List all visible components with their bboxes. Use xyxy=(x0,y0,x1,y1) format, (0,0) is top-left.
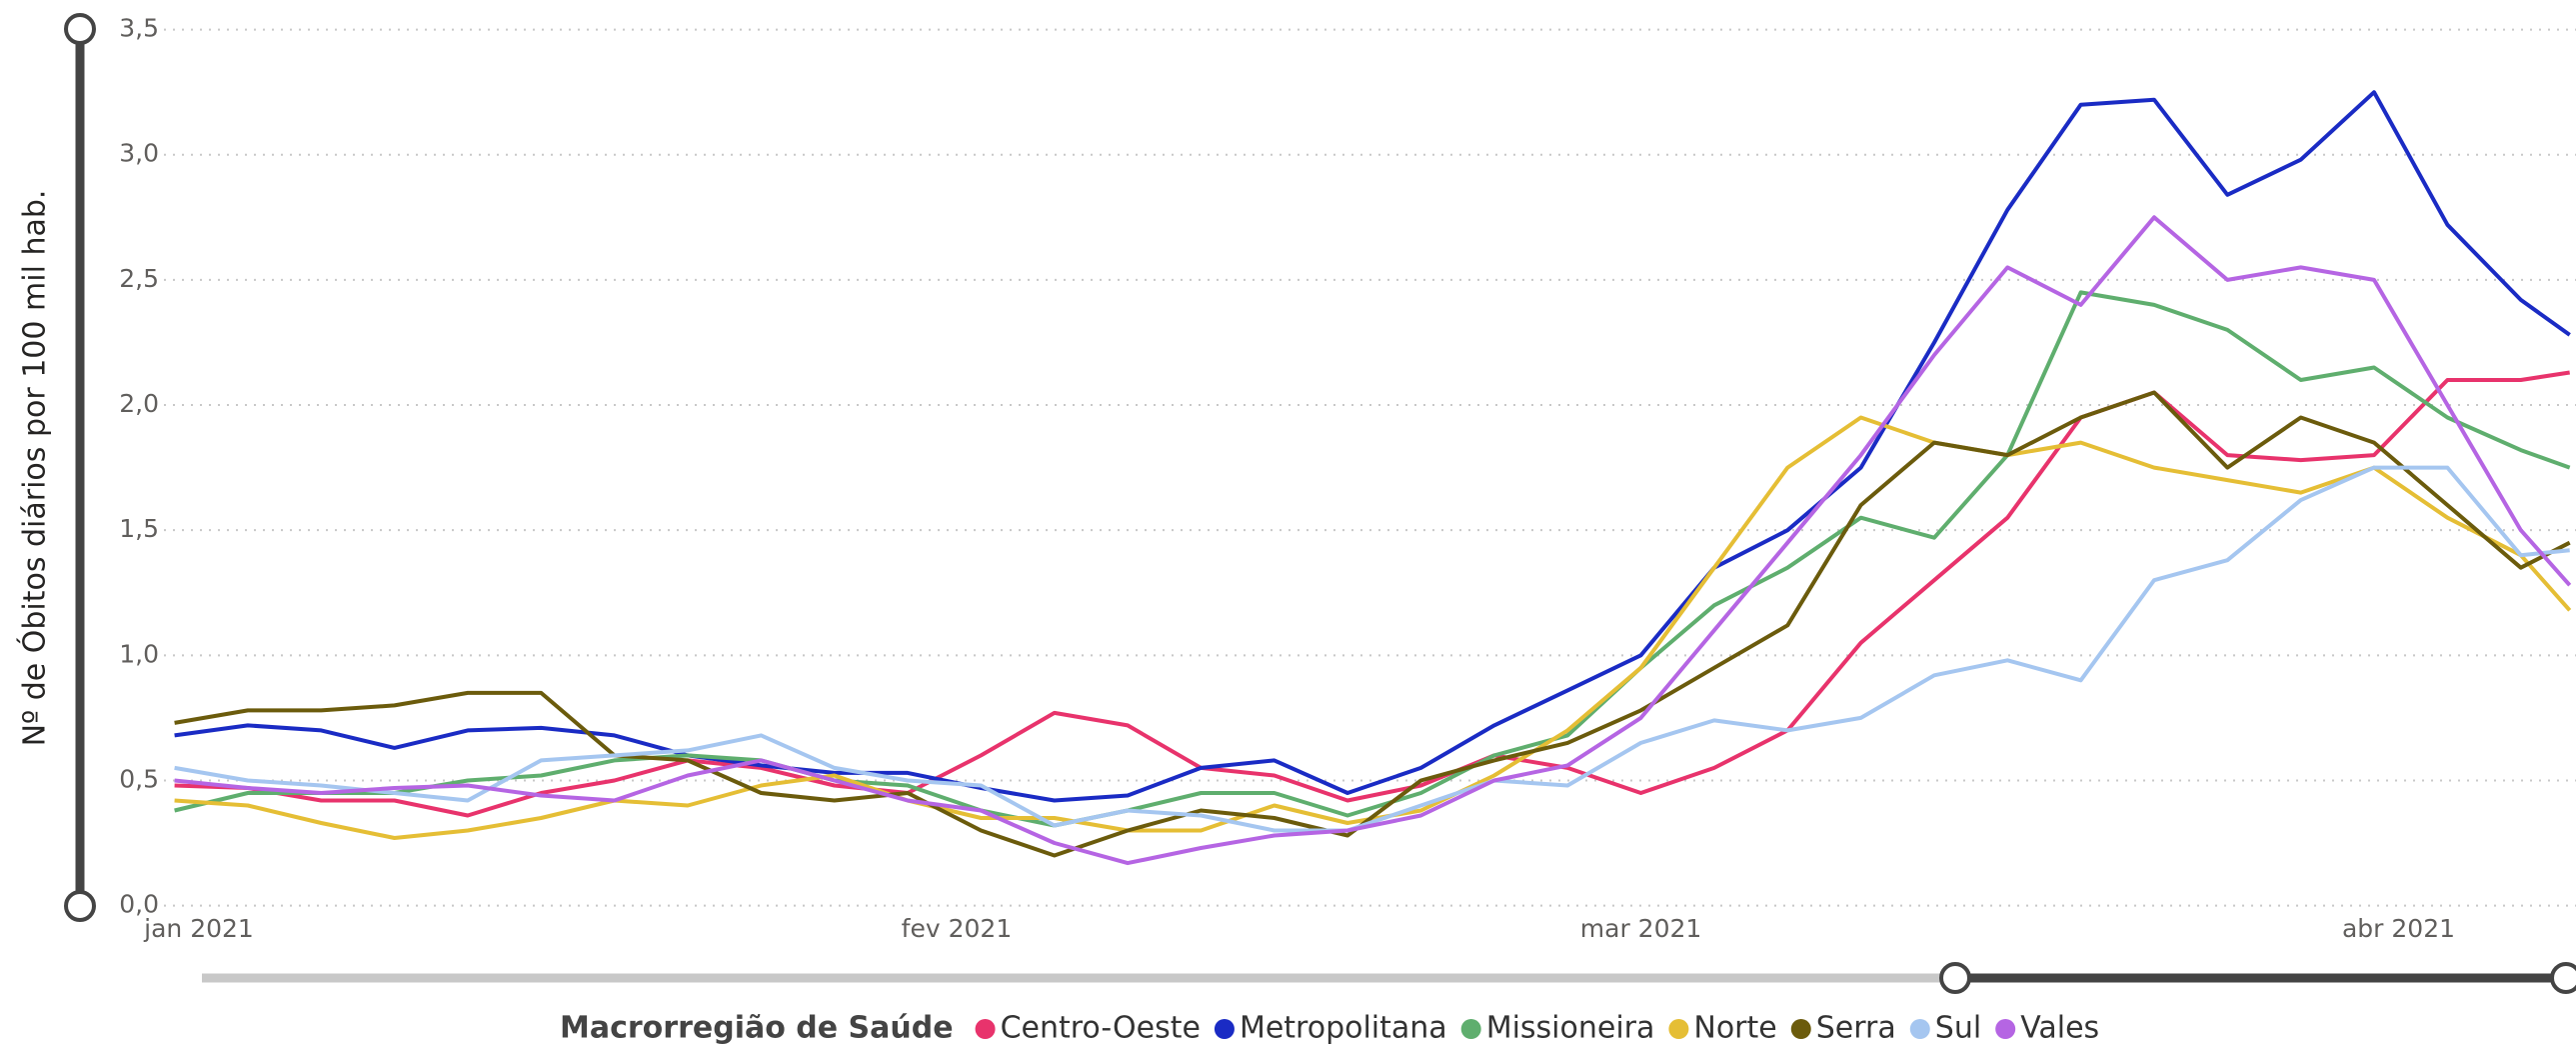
legend-label: Sul xyxy=(1935,1011,1981,1045)
series-line xyxy=(174,370,2571,818)
legend-marker xyxy=(1995,1019,2016,1039)
y-tick-label: 2,0 xyxy=(119,389,159,418)
legend-label: Metropolitana xyxy=(1240,1011,1447,1045)
legend-marker xyxy=(1214,1019,1235,1039)
legend-item: Missioneira xyxy=(1460,1011,1655,1045)
x-tick-label: fev 2021 xyxy=(902,914,1013,943)
legend-label: Centro-Oeste xyxy=(1001,1011,1201,1045)
y-slider-handle[interactable] xyxy=(64,890,96,922)
legend-item: Serra xyxy=(1790,1011,1896,1045)
y-slider[interactable] xyxy=(64,13,96,922)
legend-item: Centro-Oeste xyxy=(975,1011,1201,1045)
legend-label: Serra xyxy=(1816,1011,1896,1045)
series-line xyxy=(174,290,2571,828)
series-line xyxy=(174,390,2571,858)
legend-item: Metropolitana xyxy=(1214,1011,1447,1045)
y-tick-label: 2,5 xyxy=(119,264,159,293)
y-tick-label: 3,5 xyxy=(119,14,159,43)
y-tick-label: 0,0 xyxy=(119,890,159,919)
legend-marker xyxy=(1460,1019,1481,1039)
y-tick-label: 1,5 xyxy=(119,514,159,543)
x-slider[interactable] xyxy=(202,962,2576,994)
legend-label: Vales xyxy=(2020,1011,2099,1045)
y-slider-handle[interactable] xyxy=(64,13,96,45)
legend-label: Missioneira xyxy=(1486,1011,1655,1045)
y-tick-label: 0,5 xyxy=(119,764,159,793)
y-axis-title: Nº de Óbitos diários por 100 mil hab. xyxy=(16,190,53,747)
legend-marker xyxy=(1909,1019,1930,1039)
x-slider-handle[interactable] xyxy=(1939,962,1971,994)
y-tick-label: 1,0 xyxy=(119,639,159,668)
y-tick-label: 3,0 xyxy=(119,139,159,168)
x-tick-label: jan 2021 xyxy=(143,914,254,943)
legend-marker xyxy=(1790,1019,1811,1039)
series-line xyxy=(174,465,2570,833)
x-slider-handle[interactable] xyxy=(2550,962,2576,994)
series-line xyxy=(174,90,2571,803)
legend-item: Vales xyxy=(1995,1011,2099,1045)
legend-label: Norte xyxy=(1693,1011,1776,1045)
x-tick-label: abr 2021 xyxy=(2342,914,2455,943)
legend-item: Sul xyxy=(1909,1011,1981,1045)
legend-title: Macrorregião de Saúde xyxy=(560,1011,954,1045)
legend-marker xyxy=(975,1019,996,1039)
x-tick-label: mar 2021 xyxy=(1580,914,1702,943)
series-line xyxy=(174,215,2572,866)
legend-item: Norte xyxy=(1668,1011,1777,1045)
legend-marker xyxy=(1668,1019,1689,1039)
